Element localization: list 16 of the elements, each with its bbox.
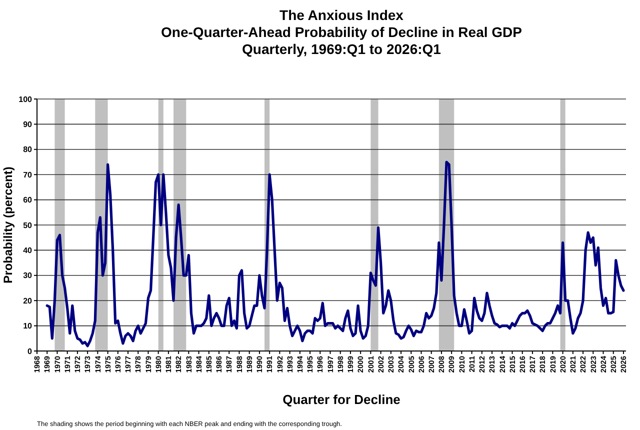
y-tick-label: 70 — [23, 170, 33, 180]
y-tick-label: 60 — [23, 196, 33, 205]
chart-title: The Anxious Index — [280, 7, 404, 23]
y-tick-label: 80 — [23, 145, 33, 154]
chart-subtitle: One-Quarter-Ahead Probability of Decline in Real GDP Quarterly, 1969:Q1 to 2026:Q1 — [161, 24, 522, 57]
y-tick-label: 10 — [23, 322, 33, 331]
y-tick-label: 50 — [23, 220, 33, 230]
y-tick-label: 40 — [23, 246, 33, 255]
y-tick-label: 90 — [23, 120, 33, 129]
y-tick-label: 20 — [23, 296, 33, 306]
line-series — [46, 160, 625, 348]
y-axis-title: Probability (percent) — [1, 166, 15, 284]
x-axis-title: Quarter for Decline — [282, 392, 400, 407]
y-tick-label: 30 — [23, 271, 33, 280]
y-tick-label: 100 — [18, 94, 33, 104]
y-tick-label: 0 — [28, 346, 33, 356]
